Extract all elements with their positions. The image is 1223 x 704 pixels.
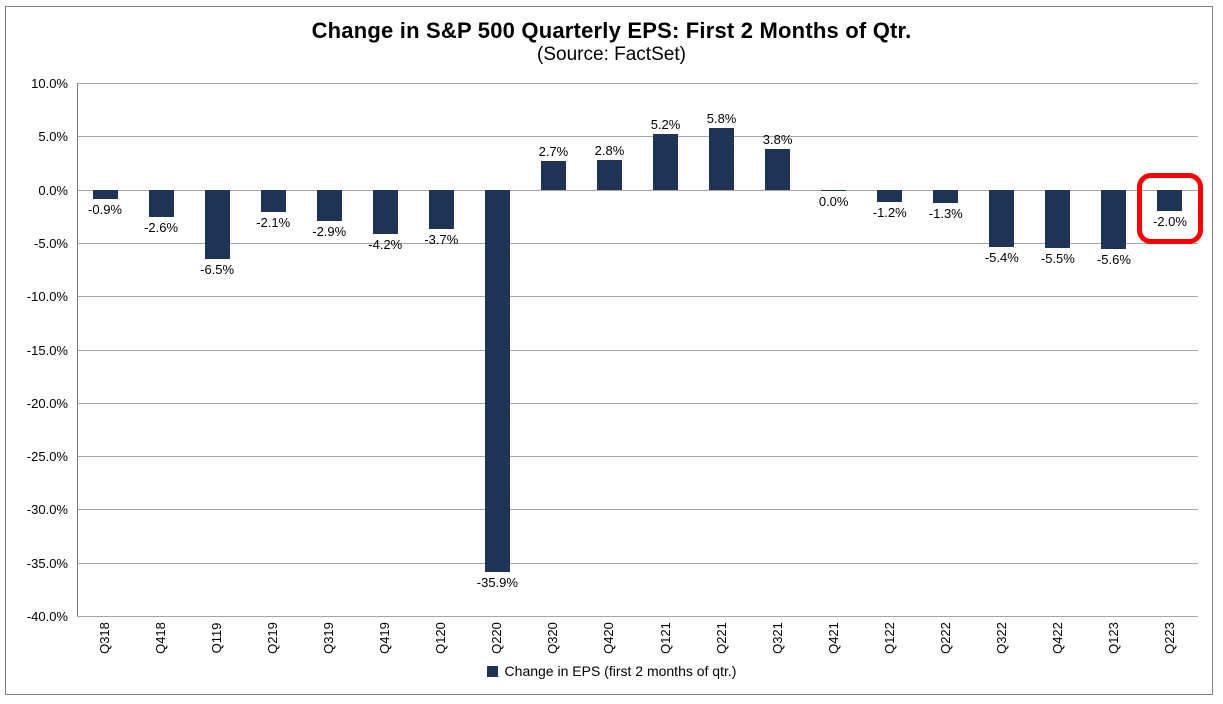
gridline xyxy=(77,242,1198,244)
value-label-Q421: 0.0% xyxy=(818,194,849,210)
x-tick-label-Q222: Q222 xyxy=(937,622,953,654)
value-label-Q123: -5.6% xyxy=(1096,252,1131,268)
x-tick-label-Q221: Q221 xyxy=(713,622,729,654)
x-tick-label-Q318: Q318 xyxy=(97,622,113,654)
bar-Q220 xyxy=(484,189,510,573)
x-tick-label-Q420: Q420 xyxy=(601,622,617,654)
gridline xyxy=(77,296,1198,298)
value-label-Q418: -2.6% xyxy=(144,220,179,236)
bar-Q419 xyxy=(372,189,398,235)
x-tick-label-Q119: Q119 xyxy=(209,622,225,654)
value-label-Q221: 5.8% xyxy=(706,110,737,126)
value-label-Q422: -5.5% xyxy=(1040,251,1075,267)
value-label-Q119: -6.5% xyxy=(200,261,235,277)
bar-Q120 xyxy=(428,189,454,230)
x-tick-label-Q321: Q321 xyxy=(769,622,785,654)
x-tick-label-Q421: Q421 xyxy=(825,622,841,654)
value-label-Q318: -0.9% xyxy=(88,202,122,218)
x-tick-label-Q419: Q419 xyxy=(377,622,393,654)
bar-Q121 xyxy=(653,134,679,190)
gridline xyxy=(77,402,1198,404)
y-tick-label: -20.0% xyxy=(26,395,68,411)
y-tick-label: -40.0% xyxy=(26,609,68,624)
y-tick-label: 0.0% xyxy=(38,182,68,198)
value-label-Q223: -2.0% xyxy=(1152,213,1187,229)
gridline xyxy=(77,562,1198,564)
bar-Q123 xyxy=(1101,189,1127,250)
x-tick-label-Q322: Q322 xyxy=(993,622,1009,654)
bar-Q223 xyxy=(1157,189,1183,211)
bar-Q422 xyxy=(1045,189,1071,249)
gridline xyxy=(77,136,1198,138)
x-tick-label-Q121: Q121 xyxy=(657,622,673,654)
bar-Q119 xyxy=(204,189,230,259)
y-tick-label: -30.0% xyxy=(26,502,68,518)
bar-Q321 xyxy=(765,149,791,190)
gridline xyxy=(77,509,1198,511)
bar-Q418 xyxy=(148,189,174,218)
bar-Q318 xyxy=(92,189,118,200)
legend-label: Change in EPS (first 2 months of qtr.) xyxy=(504,663,737,679)
bar-Q322 xyxy=(989,189,1015,248)
gridline xyxy=(77,83,1198,84)
y-tick-label: -10.0% xyxy=(26,289,68,305)
highlight-box xyxy=(1136,172,1203,244)
x-tick-label-Q223: Q223 xyxy=(1161,622,1177,654)
value-label-Q322: -5.4% xyxy=(984,250,1019,266)
legend: Change in EPS (first 2 months of qtr.) xyxy=(0,663,1223,679)
x-tick-label-Q219: Q219 xyxy=(265,622,281,654)
x-tick-label-Q122: Q122 xyxy=(881,622,897,654)
value-label-Q122: -1.2% xyxy=(872,205,907,221)
gridline xyxy=(77,456,1198,458)
bar-Q221 xyxy=(709,127,735,190)
bar-Q219 xyxy=(260,189,286,212)
gridline xyxy=(77,616,1198,617)
value-label-Q120: -3.7% xyxy=(424,232,459,248)
value-label-Q219: -2.1% xyxy=(256,214,291,230)
x-tick-label-Q120: Q120 xyxy=(433,622,449,654)
value-label-Q321: 3.8% xyxy=(762,132,793,148)
y-axis-line xyxy=(77,83,78,616)
y-tick-label: 10.0% xyxy=(31,76,68,91)
bar-Q222 xyxy=(933,189,959,204)
legend-marker-icon xyxy=(486,665,498,677)
value-label-Q319: -2.9% xyxy=(312,223,347,239)
bar-Q420 xyxy=(596,159,622,190)
y-tick-label: -25.0% xyxy=(26,449,68,465)
bar-Q320 xyxy=(540,160,566,190)
x-tick-label-Q418: Q418 xyxy=(153,622,169,654)
bar-Q319 xyxy=(316,189,342,221)
x-tick-label-Q123: Q123 xyxy=(1105,622,1121,654)
bar-Q421 xyxy=(821,189,847,192)
gridline xyxy=(77,349,1198,351)
y-tick-label: -35.0% xyxy=(26,555,68,571)
value-label-Q220: -35.9% xyxy=(476,575,518,591)
x-tick-label-Q422: Q422 xyxy=(1049,622,1065,654)
bar-Q122 xyxy=(877,189,903,203)
value-label-Q420: 2.8% xyxy=(594,142,625,158)
value-label-Q320: 2.7% xyxy=(538,143,569,159)
chart-frame xyxy=(5,6,1213,695)
value-label-Q222: -1.3% xyxy=(928,206,963,222)
value-label-Q419: -4.2% xyxy=(368,237,403,253)
value-label-Q121: 5.2% xyxy=(650,117,681,133)
x-tick-label-Q320: Q320 xyxy=(545,622,561,654)
x-tick-label-Q220: Q220 xyxy=(489,622,505,654)
y-tick-label: -5.0% xyxy=(34,235,68,251)
chart-subtitle: (Source: FactSet) xyxy=(537,44,686,65)
x-tick-label-Q319: Q319 xyxy=(321,622,337,654)
gridline xyxy=(77,189,1198,191)
y-tick-label: -15.0% xyxy=(26,342,68,358)
y-tick-label: 5.0% xyxy=(38,129,68,145)
chart-title: Change in S&P 500 Quarterly EPS: First 2… xyxy=(311,18,912,43)
